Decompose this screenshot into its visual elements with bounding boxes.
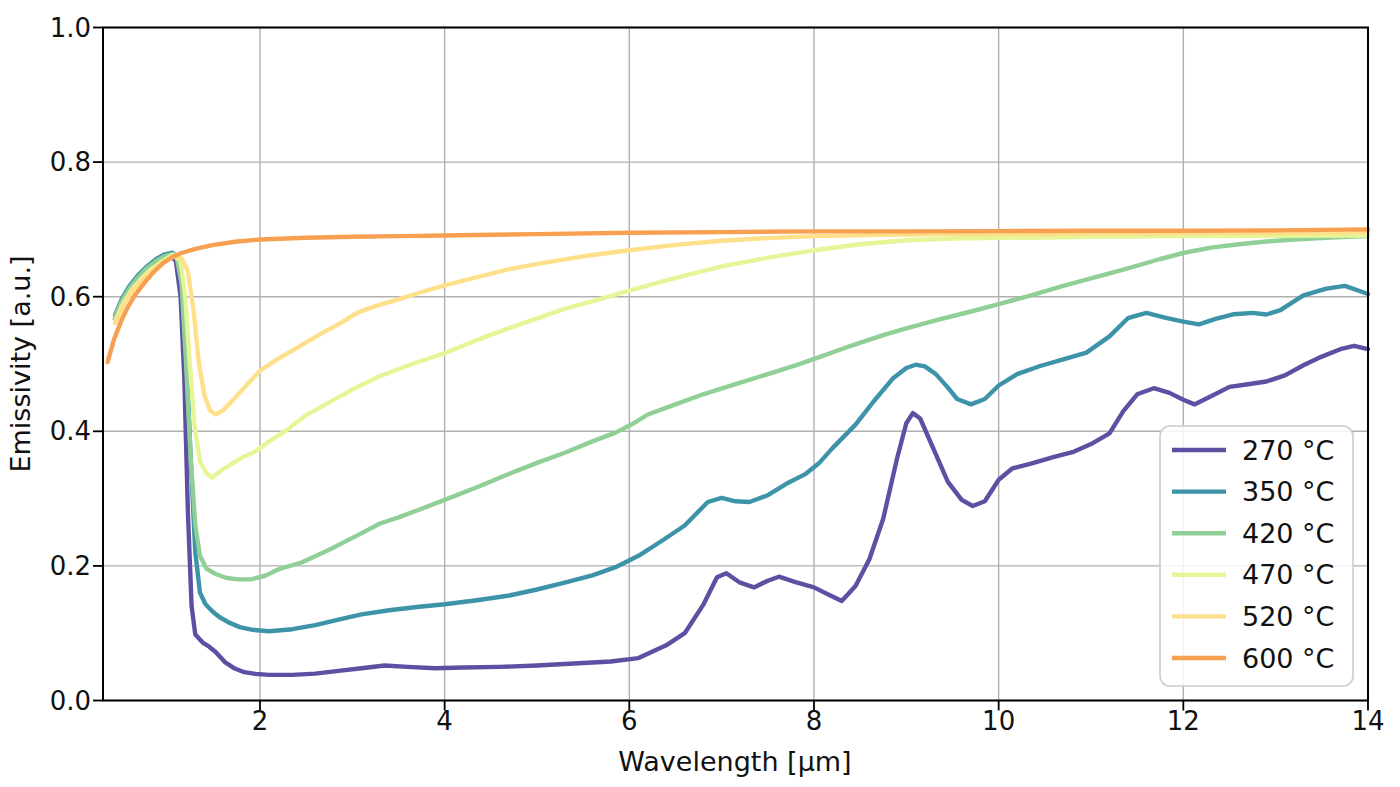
x-axis-label: Wavelength [μm]: [618, 746, 851, 777]
x-tick-label: 10: [982, 706, 1015, 736]
legend-label: 520 °C: [1242, 601, 1334, 632]
x-tick-label: 4: [436, 706, 453, 736]
y-tick-label: 0.8: [50, 147, 91, 177]
emissivity-chart: 2 4 6 8 10 12 14 0.0 0.2 0.4 0.6 0.8 1.0 270 °C 350 °…: [0, 0, 1400, 787]
x-tick-label: 2: [252, 706, 269, 736]
legend-label: 470 °C: [1242, 559, 1334, 590]
x-tick-label: 6: [621, 706, 638, 736]
legend-label: 420 °C: [1242, 518, 1334, 549]
y-tick-label: 0.2: [50, 551, 91, 581]
y-tick-label: 1.0: [50, 13, 91, 43]
x-tick-label: 12: [1167, 706, 1200, 736]
y-tick-label: 0.4: [50, 416, 91, 446]
legend-layer: 270 °C 350 °C 420 °C 470 °C 520 °C 600 °C: [1160, 426, 1353, 686]
y-tick-label: 0.6: [50, 282, 91, 312]
y-tick-label: 0.0: [50, 686, 91, 716]
legend-label: 270 °C: [1242, 435, 1334, 466]
series-line-520C: [115, 232, 1368, 414]
x-tick-label: 8: [806, 706, 823, 736]
y-axis-label: Emissivity [a.u.]: [5, 255, 36, 472]
legend-label: 350 °C: [1242, 476, 1334, 507]
x-tick-label: 14: [1351, 706, 1384, 736]
legend-label: 600 °C: [1242, 643, 1334, 674]
series-line-600C: [108, 229, 1368, 362]
